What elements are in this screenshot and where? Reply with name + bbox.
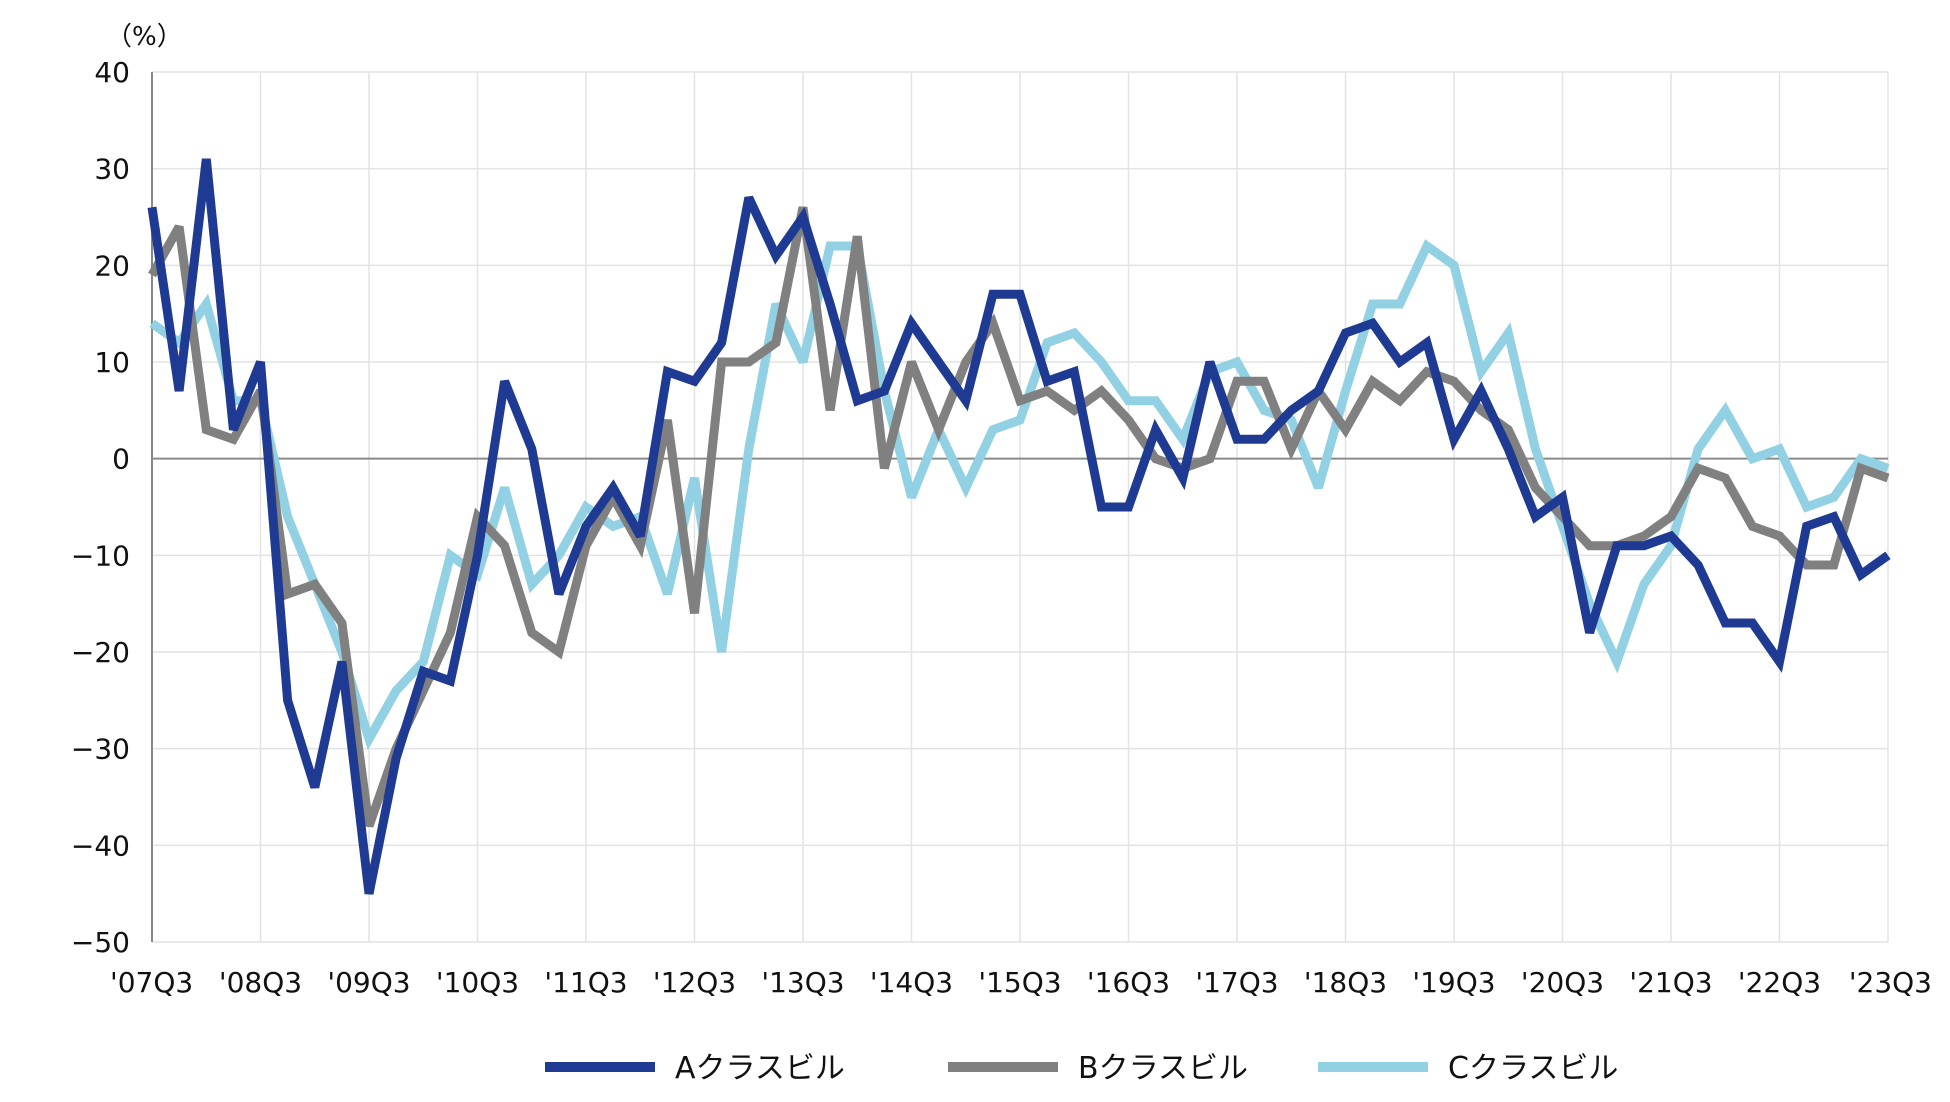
series-lines — [147, 158, 1891, 895]
x-tick-label: '21Q3 — [1629, 966, 1712, 999]
tick-labels: （%） 40 30 20 10 0 −10 −20 −30 −40 −50 '07Q3 '08Q3 '0… — [71, 22, 1932, 999]
x-tick-label: '19Q3 — [1412, 966, 1495, 999]
y-unit-label: （%） — [106, 22, 183, 52]
legend-label: Aクラスビル — [675, 1051, 845, 1086]
x-tick-label: '17Q3 — [1195, 966, 1278, 999]
y-tick-label: −30 — [71, 733, 130, 766]
y-tick-label: −20 — [71, 636, 130, 669]
x-tick-label: '18Q3 — [1304, 966, 1387, 999]
x-tick-label: '16Q3 — [1087, 966, 1170, 999]
series-line-a — [147, 158, 1891, 895]
x-tick-label: '13Q3 — [761, 966, 844, 999]
grid — [152, 71, 1889, 943]
series-line-c — [149, 239, 1890, 751]
x-tick-label: '22Q3 — [1738, 966, 1821, 999]
x-tick-label: '07Q3 — [110, 966, 193, 999]
x-tick-label: '12Q3 — [653, 966, 736, 999]
series-line-b — [148, 206, 1890, 828]
x-tick-label: '10Q3 — [436, 966, 519, 999]
y-tick-label: −40 — [71, 829, 130, 862]
y-tick-label: 10 — [94, 346, 130, 379]
legend-label: Cクラスビル — [1448, 1051, 1618, 1086]
y-tick-label: 20 — [94, 249, 130, 282]
x-tick-label: '14Q3 — [870, 966, 953, 999]
y-tick-label: −50 — [71, 926, 130, 959]
x-tick-label: '15Q3 — [978, 966, 1061, 999]
x-tick-label: '09Q3 — [327, 966, 410, 999]
legend-label: Bクラスビル — [1078, 1051, 1248, 1086]
y-tick-label: −10 — [71, 539, 130, 572]
x-tick-label: '08Q3 — [219, 966, 302, 999]
x-tick-label: '23Q3 — [1849, 966, 1932, 999]
x-tick-label: '11Q3 — [544, 966, 627, 999]
y-tick-label: 30 — [94, 153, 130, 186]
x-tick-label: '20Q3 — [1521, 966, 1604, 999]
y-tick-label: 0 — [112, 443, 130, 476]
y-tick-label: 40 — [94, 56, 130, 89]
legend: Aクラスビル Bクラスビル Cクラスビル — [545, 1051, 1618, 1086]
